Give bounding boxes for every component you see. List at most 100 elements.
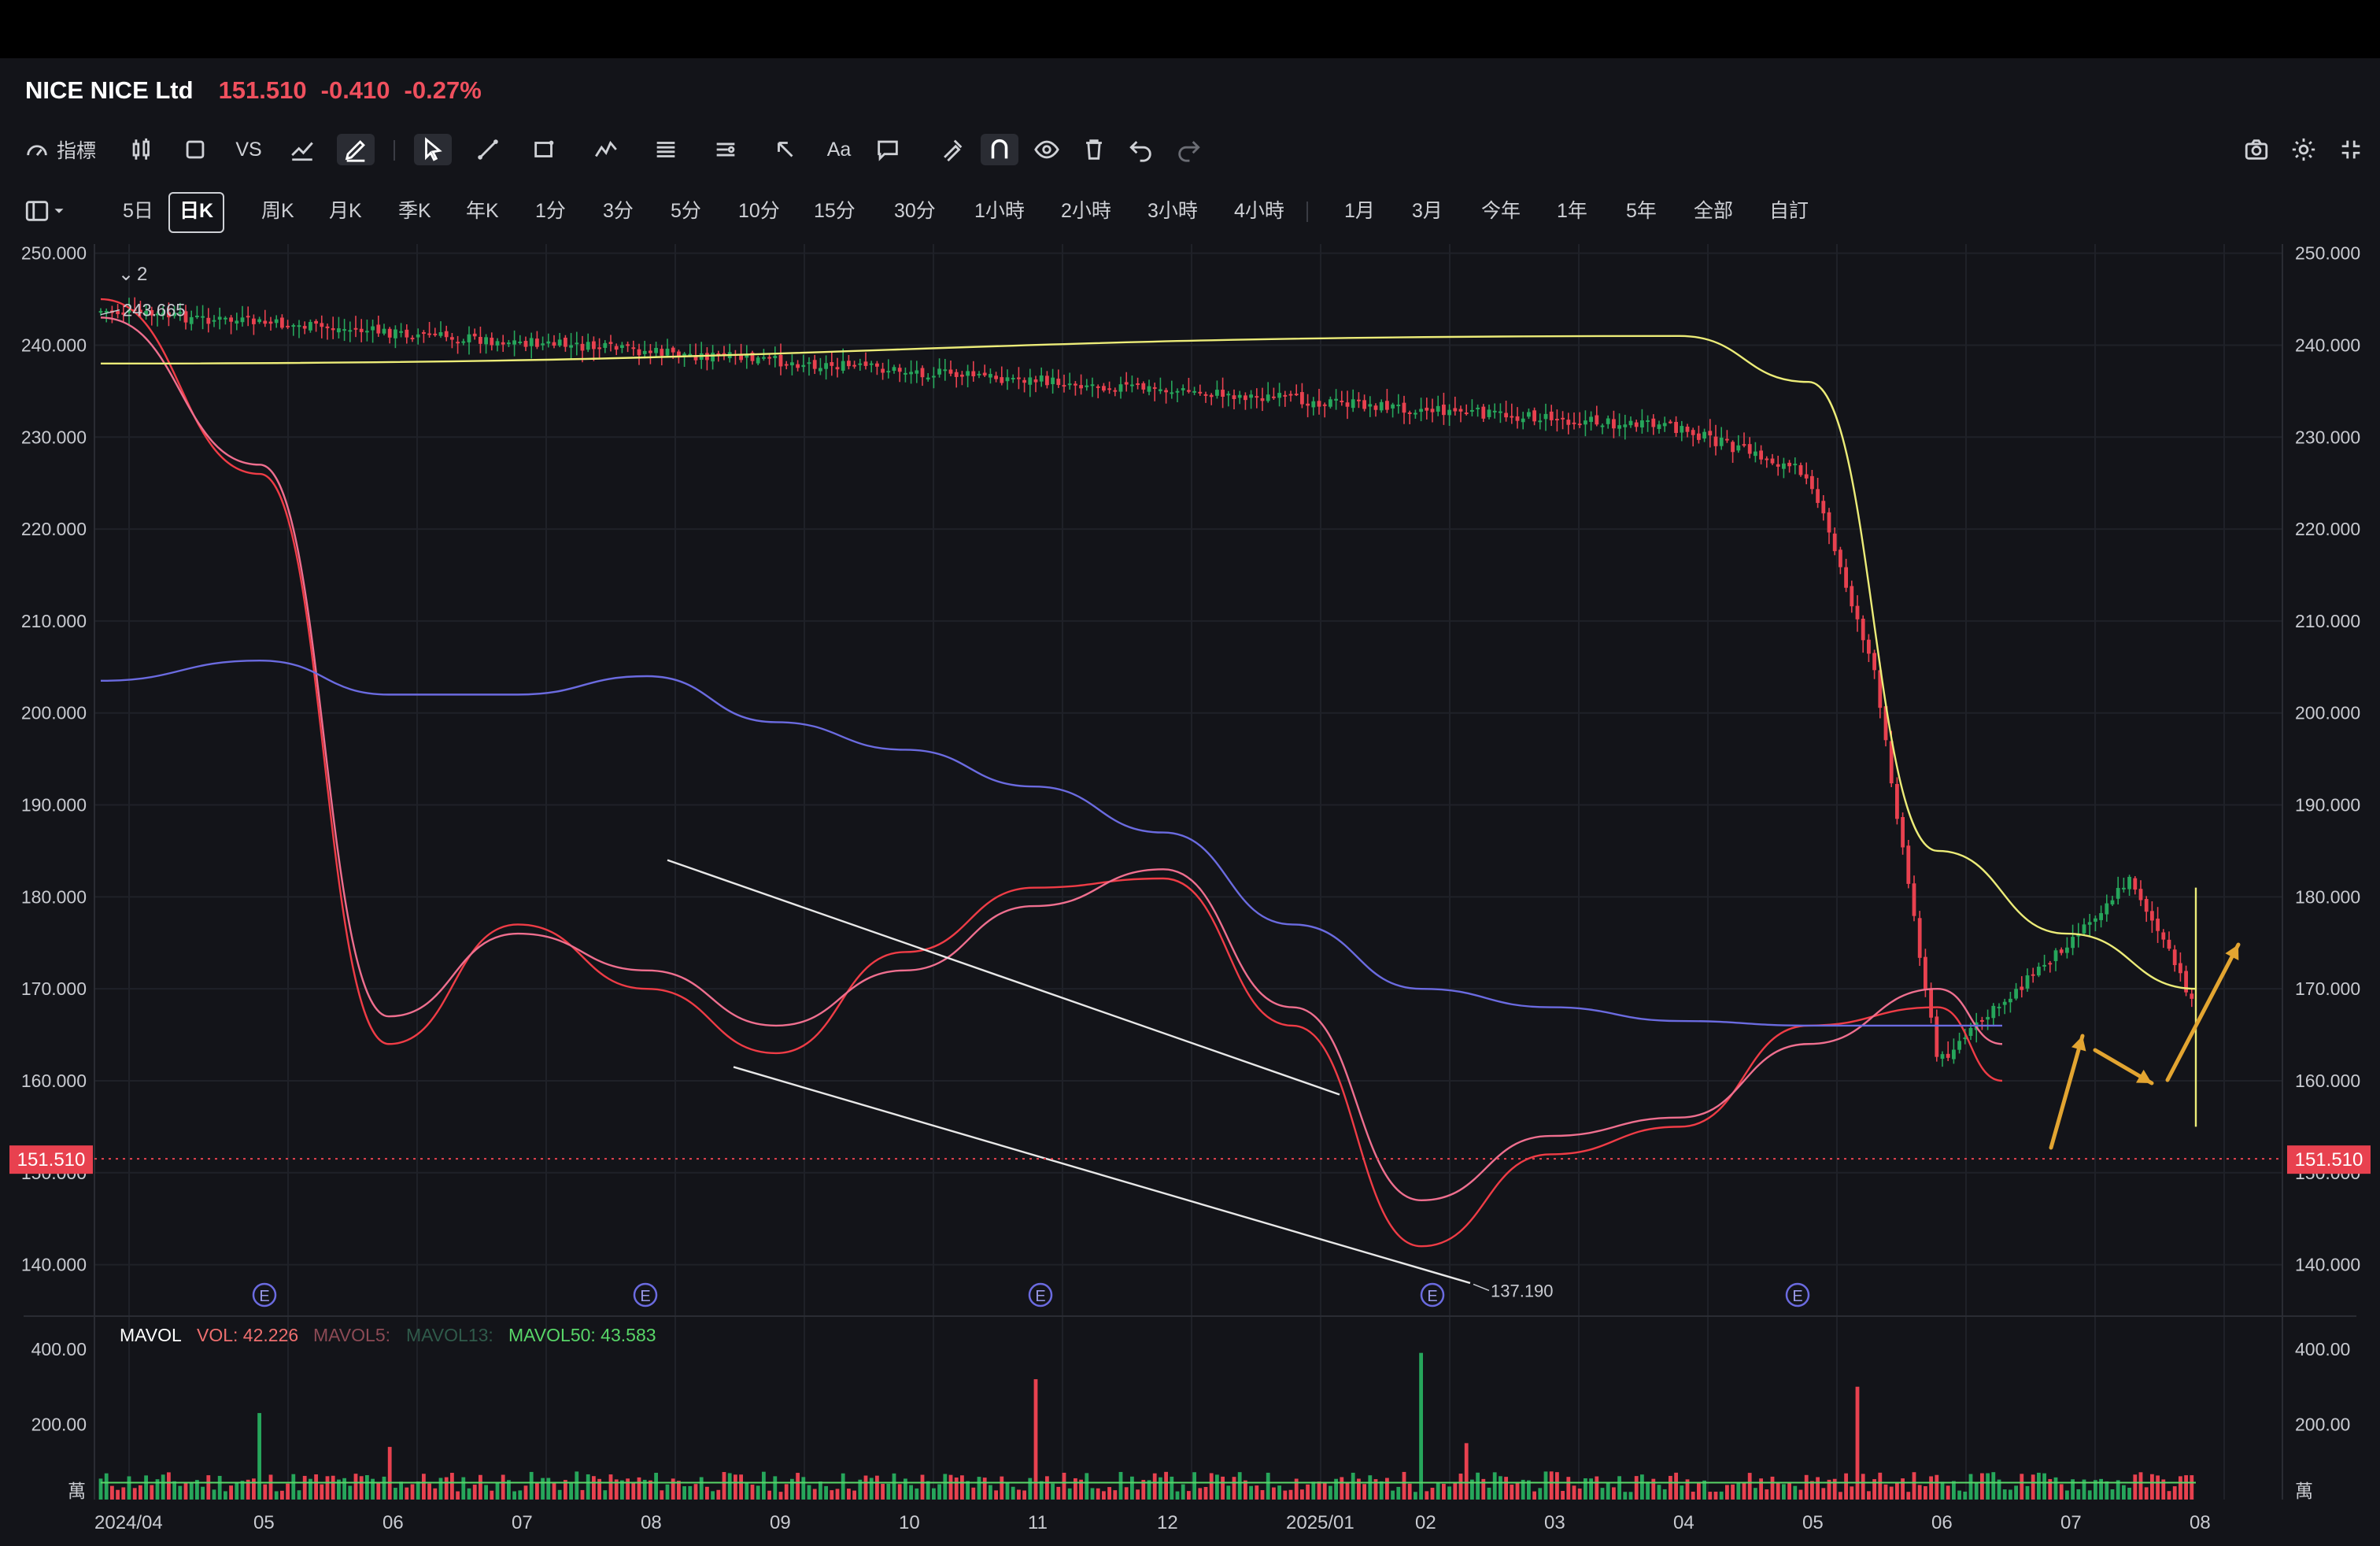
candle-body	[257, 319, 261, 323]
volume-bar	[1968, 1474, 1973, 1500]
candle-body	[1713, 436, 1718, 446]
period-14[interactable]: 3小時	[1148, 200, 1198, 222]
volume-bar	[1821, 1488, 1826, 1500]
volume-bar	[1499, 1476, 1502, 1500]
period-2[interactable]: 周K	[261, 200, 294, 222]
candle-body	[1209, 394, 1214, 398]
candle-body	[252, 318, 256, 324]
period-15[interactable]: 4小時	[1234, 200, 1284, 222]
volume-bar	[1839, 1492, 1842, 1500]
volume-bar	[348, 1485, 353, 1500]
volume-bar	[2076, 1489, 2081, 1500]
candle-body	[1674, 421, 1678, 434]
candle-body	[1697, 433, 1701, 440]
candle-body	[1033, 379, 1038, 383]
candle-body	[1340, 401, 1344, 403]
candle-body	[246, 316, 250, 318]
period-4[interactable]: 季K	[398, 200, 431, 222]
volume-bar	[1617, 1476, 1621, 1500]
candle-body	[626, 344, 630, 346]
settings-button[interactable]	[2290, 134, 2317, 165]
pencil-icon	[345, 140, 365, 162]
candle-body	[693, 355, 698, 361]
candle-body	[121, 313, 126, 315]
period-8[interactable]: 5分	[671, 200, 701, 222]
volume-bar	[654, 1473, 658, 1500]
volume-bar	[1237, 1472, 1242, 1500]
period-12[interactable]: 1小時	[974, 200, 1025, 222]
period-19[interactable]: 1年	[1557, 200, 1587, 222]
chart-style-button[interactable]	[286, 134, 318, 165]
volume-bar	[501, 1474, 505, 1500]
period-1[interactable]: 日K	[168, 192, 225, 233]
period-6[interactable]: 1分	[535, 200, 566, 222]
period-10[interactable]: 15分	[814, 200, 856, 222]
volume-bar	[212, 1489, 216, 1500]
period-22[interactable]: 自訂	[1769, 200, 1809, 222]
period-11[interactable]: 30分	[894, 200, 936, 222]
candle-body	[966, 371, 970, 376]
volume-bar	[920, 1474, 925, 1500]
draw-toggle-button[interactable]	[337, 134, 375, 165]
cursor-tool[interactable]	[414, 134, 452, 165]
candle-body	[1362, 400, 1366, 409]
fibonacci-tool[interactable]	[645, 134, 686, 165]
delete-drawings-button[interactable]	[1078, 134, 1110, 165]
candle-body	[1067, 383, 1072, 386]
candle-body	[438, 332, 443, 336]
candle-body	[948, 369, 953, 374]
volume-bar	[1861, 1474, 1865, 1500]
fullscreen-button[interactable]	[2338, 134, 2364, 165]
candle-body	[139, 309, 142, 313]
volume-bar	[535, 1481, 539, 1500]
candle-body	[994, 375, 998, 379]
period-9[interactable]: 10分	[738, 200, 780, 222]
text-tool[interactable]: Aa	[826, 138, 852, 161]
screenshot-button[interactable]	[2243, 134, 2270, 165]
period-7[interactable]: 3分	[603, 200, 634, 222]
magnet-tool[interactable]	[981, 134, 1018, 165]
candle-type-button[interactable]	[126, 134, 157, 165]
candle-body	[1345, 402, 1350, 407]
gann-tool[interactable]	[705, 134, 746, 165]
pattern-tool[interactable]	[586, 134, 626, 165]
period-16[interactable]: 1月	[1344, 200, 1375, 222]
compare-button[interactable]: VS	[235, 138, 262, 161]
volume-bar	[1085, 1473, 1089, 1500]
period-21[interactable]: 全部	[1694, 200, 1734, 222]
earnings-marker-label: E	[1035, 1288, 1045, 1305]
candle-body	[1628, 420, 1633, 426]
period-20[interactable]: 5年	[1626, 200, 1657, 222]
period-3[interactable]: 月K	[329, 200, 362, 222]
volume-legend: MAVOL	[120, 1325, 182, 1345]
candle-body	[523, 341, 528, 347]
comment-tool[interactable]	[872, 134, 904, 165]
indicators-button[interactable]: 指標	[24, 134, 96, 165]
volume-bar	[479, 1474, 482, 1500]
shape-tool[interactable]	[524, 134, 565, 165]
volume-bar	[597, 1478, 601, 1500]
period-18[interactable]: 今年	[1481, 200, 1521, 222]
candle-body	[1532, 410, 1536, 422]
brush-tool[interactable]	[937, 134, 968, 165]
redo-button[interactable]	[1173, 134, 1204, 165]
volume-bar	[217, 1475, 222, 1500]
layout-button[interactable]	[179, 134, 211, 165]
volume-bar	[2116, 1480, 2120, 1500]
low-annotation: 137.190	[1491, 1281, 1554, 1300]
volume-bar	[637, 1477, 641, 1500]
candle-body	[1839, 549, 1842, 568]
trendline-tool[interactable]	[468, 134, 508, 165]
candle-body	[1419, 409, 1423, 412]
undo-button[interactable]	[1125, 134, 1157, 165]
earnings-marker-label: E	[1427, 1288, 1437, 1305]
arrow-tool[interactable]	[765, 134, 806, 165]
period-0[interactable]: 5日	[123, 200, 153, 222]
period-5[interactable]: 年K	[466, 200, 499, 222]
period-17[interactable]: 3月	[1412, 200, 1443, 222]
candle-body	[172, 313, 176, 316]
hide-drawings-button[interactable]	[1031, 134, 1062, 165]
sidebar-toggle-button[interactable]	[22, 195, 69, 227]
period-13[interactable]: 2小時	[1061, 200, 1111, 222]
